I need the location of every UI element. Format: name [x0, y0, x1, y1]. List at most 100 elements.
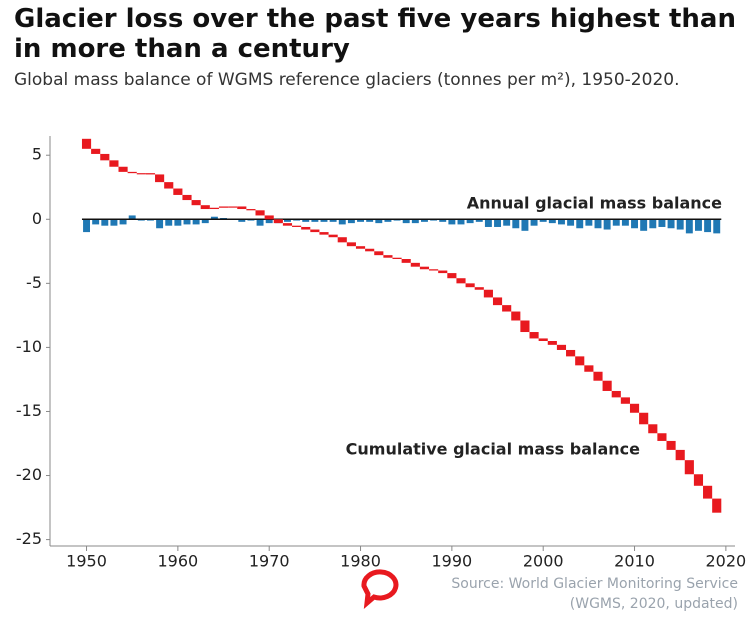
cumulative-step: [81, 138, 92, 149]
annual-bar: [530, 219, 538, 226]
annual-bar: [311, 219, 319, 222]
x-tick-label: 2000: [523, 552, 564, 571]
cumulative-step: [109, 160, 119, 167]
annual-bar: [256, 219, 264, 226]
annual-bar: [576, 219, 584, 229]
annual-bar: [658, 219, 666, 227]
cumulative-step: [447, 273, 457, 279]
x-tick-label: 2010: [614, 552, 655, 571]
annual-bar: [594, 219, 602, 229]
cumulative-step: [657, 433, 667, 441]
annual-bar: [402, 219, 410, 224]
annual-bar: [110, 219, 118, 226]
cumulative-step: [264, 215, 274, 220]
cumulative-step: [520, 320, 530, 333]
y-tick-label: -15: [16, 401, 42, 420]
y-tick-label: -5: [26, 273, 42, 292]
annual-bar: [585, 219, 593, 226]
cumulative-step: [639, 412, 649, 425]
annual-bar: [320, 219, 328, 222]
chart-subtitle: Global mass balance of WGMS reference gl…: [14, 70, 680, 90]
source-note: Source: World Glacier Monitoring Service…: [451, 576, 738, 612]
annual-bar: [494, 219, 502, 227]
annual-bar: [357, 219, 365, 222]
cumulative-step: [575, 356, 585, 366]
cumulative-step: [593, 371, 603, 381]
x-tick-label: 1970: [249, 552, 290, 571]
annual-bar: [201, 219, 209, 224]
cumulative-step: [145, 173, 156, 175]
annual-bar: [384, 219, 392, 222]
annual-bar: [174, 219, 182, 226]
cumulative-step: [712, 498, 722, 513]
cumulative-step: [237, 206, 247, 210]
annual-bar: [448, 219, 456, 225]
annual-bar: [347, 219, 355, 224]
x-tick-label: 1960: [158, 552, 199, 571]
cumulative-step: [374, 251, 384, 256]
cumulative-step: [228, 206, 238, 208]
annual-bar: [265, 219, 273, 224]
annual-bar: [685, 219, 693, 234]
cumulative-step: [218, 206, 229, 208]
annual-bar: [238, 219, 246, 222]
cumulative-step: [383, 255, 393, 258]
annual-bar: [603, 219, 611, 230]
cumulative-step: [419, 266, 430, 270]
y-tick-label: -25: [16, 529, 42, 548]
cumulative-step: [282, 223, 293, 226]
cumulative-step: [355, 246, 366, 249]
cumulative-step: [182, 194, 192, 201]
annual-bar: [457, 219, 465, 225]
cumulative-step: [328, 234, 338, 238]
cumulative-step: [584, 365, 594, 372]
cumulative-step: [693, 474, 704, 486]
annual-bar: [640, 219, 648, 231]
annual-bar: [475, 219, 483, 222]
cumulative-step: [273, 219, 283, 224]
cumulative-step: [474, 287, 484, 290]
annual-bar: [375, 219, 383, 224]
annual-bar: [165, 219, 173, 226]
cumulative-step: [529, 332, 539, 339]
annual-bar: [83, 219, 91, 233]
cumulative-step: [127, 171, 137, 174]
annual-bar: [92, 219, 100, 225]
annual-bar: [612, 219, 620, 226]
cumulative-step: [547, 341, 557, 345]
cumulative-step: [648, 424, 658, 434]
cumulative-step: [456, 278, 466, 284]
annual-bar: [156, 219, 164, 229]
cumulative-label: Cumulative glacial mass balance: [346, 440, 641, 459]
annual-bar: [621, 219, 629, 226]
cumulative-step: [502, 305, 512, 312]
cumulative-step: [401, 259, 411, 263]
cumulative-step: [556, 344, 567, 350]
cumulative-step: [629, 403, 640, 413]
cumulative-step: [684, 460, 694, 475]
cumulative-step: [136, 173, 146, 175]
y-tick-label: -10: [16, 337, 42, 356]
annual-bar: [366, 219, 374, 222]
cumulative-step: [346, 242, 356, 247]
annual-bar: [420, 219, 428, 222]
cumulative-step: [429, 269, 439, 271]
cumulative-step: [438, 270, 448, 274]
y-tick-label: 0: [32, 209, 42, 228]
cumulative-step: [100, 153, 110, 161]
cumulative-step: [492, 297, 503, 306]
annual-bar: [338, 219, 346, 225]
annual-bar: [439, 219, 447, 222]
cumulative-step: [173, 188, 183, 195]
cumulative-step: [292, 225, 302, 227]
cumulative-step: [611, 390, 621, 398]
cumulative-step: [310, 229, 320, 233]
cumulative-step: [155, 174, 165, 183]
annual-bar: [704, 219, 712, 233]
annual-bar: [557, 219, 565, 225]
y-tick-label: -20: [16, 465, 42, 484]
annual-bar: [119, 219, 127, 225]
annual-bar: [503, 219, 511, 226]
